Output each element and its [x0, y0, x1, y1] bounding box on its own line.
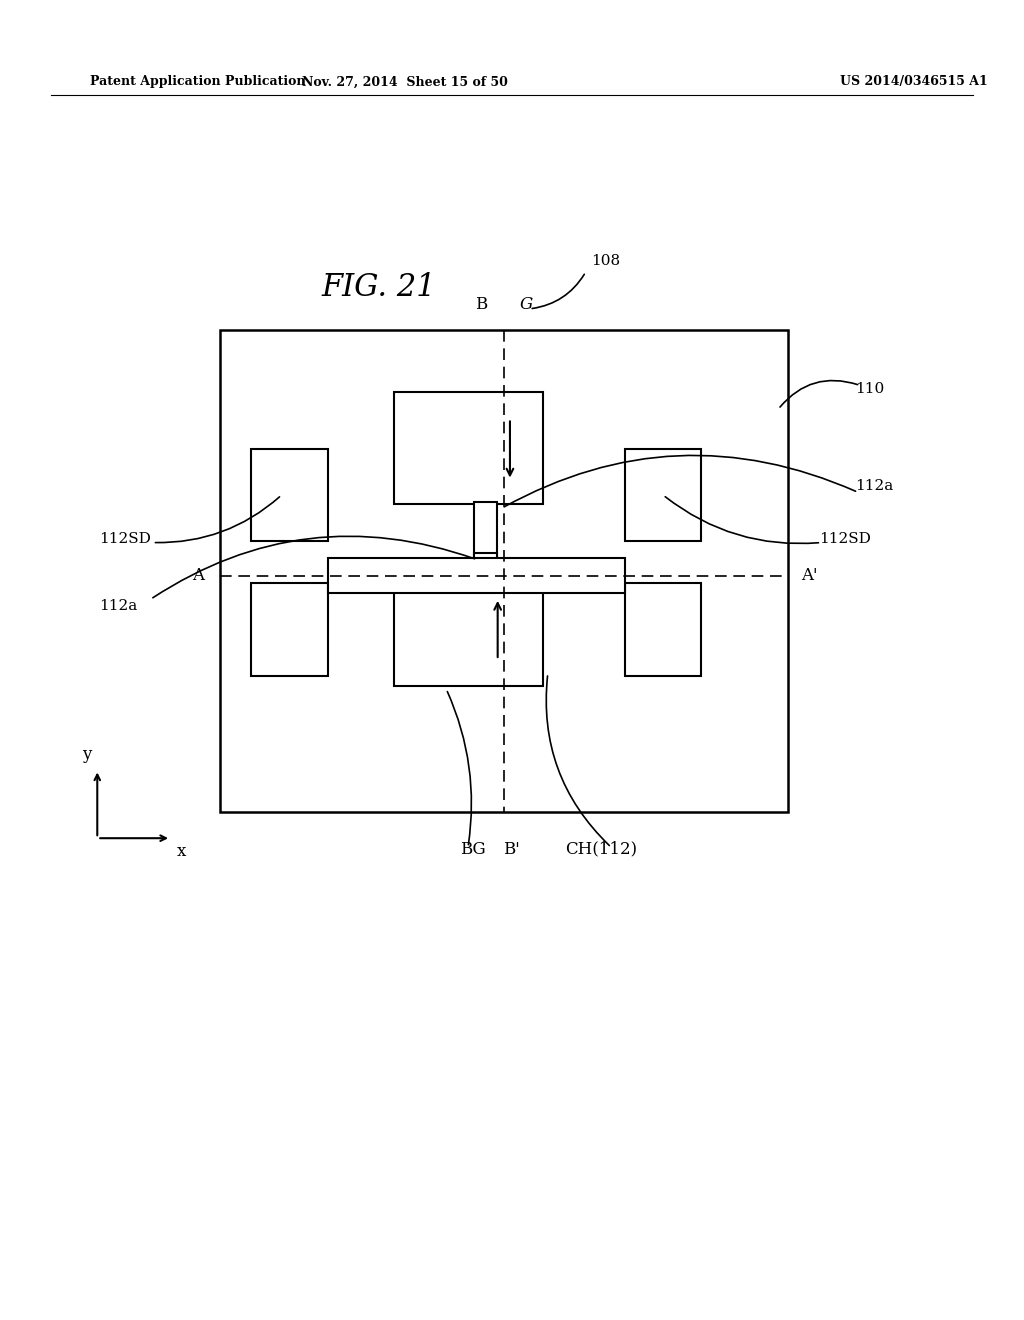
Text: A: A	[191, 568, 204, 583]
Text: G: G	[520, 296, 532, 313]
Text: 112a: 112a	[855, 479, 893, 492]
Text: 112SD: 112SD	[99, 532, 152, 545]
Text: Patent Application Publication: Patent Application Publication	[90, 75, 305, 88]
Bar	[394, 574, 543, 686]
Bar	[625, 449, 701, 541]
Bar	[474, 502, 497, 557]
Text: y: y	[82, 746, 92, 763]
Text: CH(112): CH(112)	[565, 841, 637, 858]
Bar	[220, 330, 788, 812]
Text: 110: 110	[855, 383, 885, 396]
Bar	[394, 392, 543, 504]
Text: B': B'	[503, 841, 519, 858]
Text: x: x	[177, 843, 186, 859]
Text: US 2014/0346515 A1: US 2014/0346515 A1	[840, 75, 987, 88]
Bar	[251, 449, 328, 541]
Text: 112a: 112a	[99, 599, 137, 612]
Text: BG: BG	[460, 841, 486, 858]
Bar	[328, 558, 625, 593]
Text: 108: 108	[591, 255, 620, 268]
Text: Nov. 27, 2014  Sheet 15 of 50: Nov. 27, 2014 Sheet 15 of 50	[301, 75, 508, 88]
Bar	[474, 553, 497, 577]
Text: 112SD: 112SD	[819, 532, 871, 545]
Text: B: B	[475, 296, 487, 313]
Bar	[251, 583, 328, 676]
Text: A': A'	[801, 568, 817, 583]
Text: FIG. 21: FIG. 21	[322, 272, 436, 304]
Bar	[625, 583, 701, 676]
